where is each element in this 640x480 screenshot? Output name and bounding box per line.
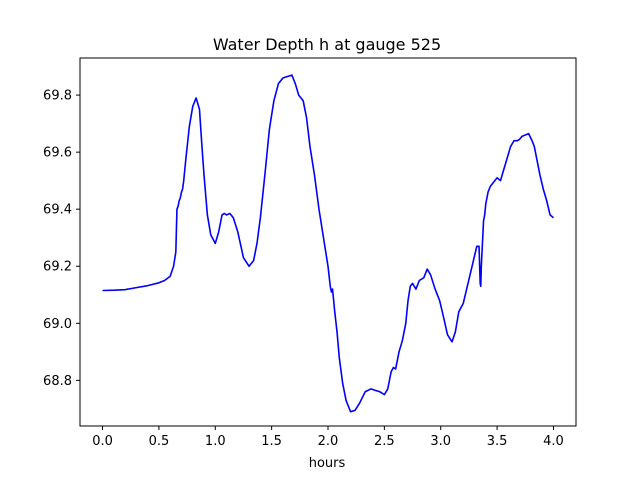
x-tick-label: 3.0 [430,434,451,449]
x-tick-label: 0.5 [149,434,170,449]
plot-area-frame [79,57,577,427]
x-tick-label: 3.5 [487,434,508,449]
x-tick-label: 1.5 [261,434,282,449]
y-tick-label: 69.8 [43,89,72,104]
x-axis-label: hours [309,456,346,471]
y-axis-ticks: 68.8 69.0 69.2 69.4 69.6 69.8 [43,89,80,389]
x-axis-ticks: 0.0 0.5 1.0 1.5 2.0 2.5 3.0 3.5 4.0 [92,426,564,449]
x-tick-label: 1.0 [205,434,226,449]
y-tick-label: 68.8 [43,374,72,389]
depth-series-line [102,74,554,413]
y-tick-label: 69.2 [43,260,72,275]
y-tick-label: 69.6 [43,146,72,161]
x-tick-label: 4.0 [543,434,564,449]
chart-title: Water Depth h at gauge 525 [213,35,441,54]
x-tick-label: 2.0 [318,434,339,449]
y-tick-label: 69.4 [43,203,72,218]
x-tick-label: 0.0 [92,434,113,449]
x-tick-label: 2.5 [374,434,395,449]
y-tick-label: 69.0 [43,317,72,332]
